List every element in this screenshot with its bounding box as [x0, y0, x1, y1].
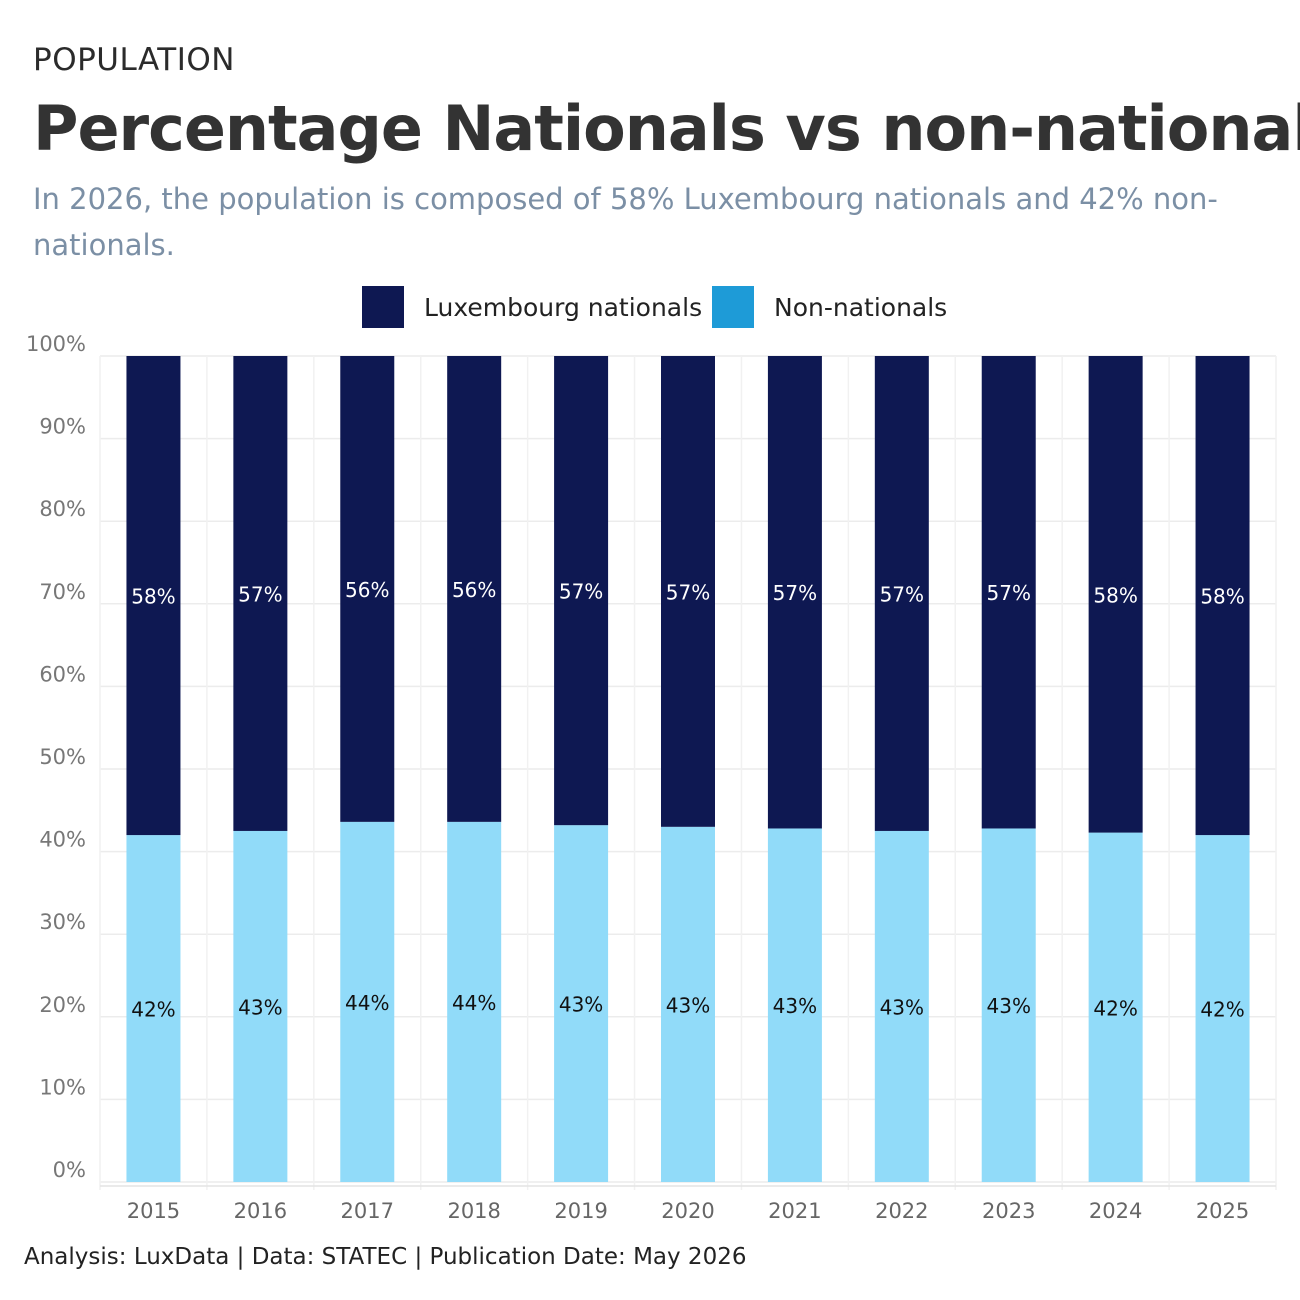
x-tick-label: 2021: [768, 1199, 821, 1223]
bar-non-nationals-2025: [1195, 835, 1250, 1182]
bar-luxembourg-nationals-2016: [233, 356, 288, 831]
bar-non-nationals-2017: [340, 821, 395, 1182]
y-tick-label: 20%: [39, 993, 86, 1017]
data-label-non-nationals-2021: 43%: [773, 994, 817, 1018]
x-tick-label: 2017: [341, 1199, 394, 1223]
x-tick-label: 2015: [127, 1199, 180, 1223]
legend-swatch-non-nationals: [712, 286, 754, 328]
x-tick-label: 2025: [1196, 1199, 1249, 1223]
x-tick-label: 2024: [1089, 1199, 1142, 1223]
y-tick-label: 90%: [39, 415, 86, 439]
legend-item-non-nationals[interactable]: Non-nationals: [712, 286, 947, 328]
bar-luxembourg-nationals-2019: [554, 356, 609, 826]
bar-luxembourg-nationals-2018: [447, 356, 502, 822]
bar-luxembourg-nationals-2015: [126, 356, 181, 836]
data-label-non-nationals-2025: 42%: [1200, 998, 1244, 1022]
data-label-non-nationals-2024: 42%: [1093, 996, 1137, 1020]
x-tick-label: 2019: [554, 1199, 607, 1223]
data-label-luxembourg-nationals-2022: 57%: [880, 582, 924, 606]
bar-luxembourg-nationals-2017: [340, 356, 395, 822]
x-tick-label: 2022: [875, 1199, 928, 1223]
data-label-luxembourg-nationals-2017: 56%: [345, 578, 389, 602]
legend-label-non-nationals: Non-nationals: [774, 292, 948, 322]
legend-label-luxembourg-nationals: Luxembourg nationals: [424, 292, 703, 322]
bar-non-nationals-2015: [126, 835, 181, 1182]
data-label-non-nationals-2015: 42%: [131, 998, 175, 1022]
data-label-luxembourg-nationals-2021: 57%: [773, 581, 817, 605]
bar-non-nationals-2018: [447, 821, 502, 1182]
bar-luxembourg-nationals-2024: [1088, 356, 1143, 833]
y-tick-label: 100%: [26, 332, 86, 356]
bar-non-nationals-2021: [767, 828, 822, 1182]
bars-layer: [126, 356, 1250, 1182]
data-label-non-nationals-2016: 43%: [238, 995, 282, 1019]
chart-legend: Luxembourg nationals Non-nationals: [0, 286, 1300, 330]
x-tick-label: 2020: [661, 1199, 714, 1223]
bar-luxembourg-nationals-2023: [981, 356, 1036, 829]
data-label-non-nationals-2023: 43%: [987, 994, 1031, 1018]
data-label-luxembourg-nationals-2020: 57%: [666, 580, 710, 604]
chart-kicker: POPULATION: [33, 42, 235, 78]
data-label-luxembourg-nationals-2016: 57%: [238, 582, 282, 606]
x-tick-label: 2016: [234, 1199, 287, 1223]
data-label-luxembourg-nationals-2015: 58%: [131, 585, 175, 609]
y-tick-label: 50%: [39, 745, 86, 769]
x-tick-label: 2023: [982, 1199, 1035, 1223]
data-label-non-nationals-2020: 43%: [666, 993, 710, 1017]
data-label-non-nationals-2017: 44%: [345, 991, 389, 1015]
bar-non-nationals-2016: [233, 830, 288, 1182]
y-tick-label: 60%: [39, 662, 86, 686]
data-label-luxembourg-nationals-2024: 58%: [1093, 583, 1137, 607]
y-tick-label: 40%: [39, 828, 86, 852]
bar-non-nationals-2019: [554, 825, 609, 1182]
legend-item-luxembourg-nationals[interactable]: Luxembourg nationals: [362, 286, 702, 328]
data-label-non-nationals-2018: 44%: [452, 991, 496, 1015]
data-label-luxembourg-nationals-2023: 57%: [987, 581, 1031, 605]
bar-non-nationals-2024: [1088, 832, 1143, 1182]
x-tick-label: 2018: [447, 1199, 500, 1223]
data-label-luxembourg-nationals-2018: 56%: [452, 578, 496, 602]
data-label-luxembourg-nationals-2025: 58%: [1200, 585, 1244, 609]
bar-luxembourg-nationals-2021: [767, 356, 822, 829]
data-label-non-nationals-2022: 43%: [880, 995, 924, 1019]
y-tick-label: 70%: [39, 580, 86, 604]
chart-footer: Analysis: LuxData | Data: STATEC | Publi…: [24, 1244, 747, 1270]
bar-non-nationals-2023: [981, 828, 1036, 1182]
legend-swatch-luxembourg-nationals: [362, 286, 404, 328]
data-labels-layer: 42% 58% 43% 57% 44% 56% 44% 56% 43% 57% 43% 57% 43% 5…: [131, 578, 1245, 1022]
bar-luxembourg-nationals-2022: [874, 356, 929, 831]
chart-subtitle: In 2026, the population is composed of 5…: [33, 182, 1218, 262]
data-label-luxembourg-nationals-2019: 57%: [559, 580, 603, 604]
data-label-non-nationals-2019: 43%: [559, 993, 603, 1017]
bar-luxembourg-nationals-2020: [661, 356, 715, 827]
y-tick-label: 0%: [53, 1158, 86, 1182]
y-tick-label: 30%: [39, 910, 86, 934]
y-tick-label: 80%: [39, 497, 86, 521]
bar-non-nationals-2020: [661, 826, 715, 1182]
axis-layer: 0% 10% 20% 30% 40% 50% 60% 70% 80% 90% 100% 2015 201…: [26, 332, 1276, 1223]
y-tick-label: 10%: [39, 1075, 86, 1099]
bar-non-nationals-2022: [874, 830, 929, 1182]
chart-title: Percentage Nationals vs non-nationals: [33, 92, 1300, 165]
bar-luxembourg-nationals-2025: [1195, 356, 1250, 836]
